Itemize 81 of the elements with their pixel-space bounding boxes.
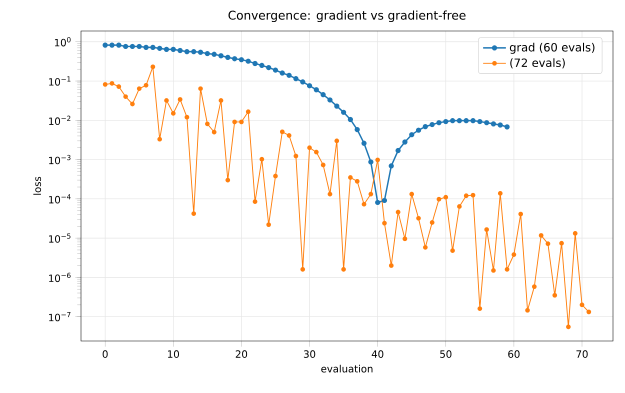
point: [232, 56, 238, 62]
point: [484, 120, 490, 126]
y-tick-label: 10$^{0}$: [54, 37, 71, 46]
point: [456, 118, 462, 124]
point: [170, 46, 176, 52]
point: [470, 118, 476, 124]
point: [225, 54, 230, 60]
point: [327, 97, 333, 103]
x-tick-label: 70: [576, 350, 588, 358]
point: [136, 44, 142, 50]
point: [340, 110, 346, 115]
point: [490, 121, 496, 126]
point: [130, 44, 136, 50]
y-tick-label: 10$^{−7}$: [49, 312, 70, 322]
y-tick-label: 10$^{−3}$: [49, 154, 70, 164]
point: [178, 48, 183, 54]
point: [157, 46, 162, 51]
point: [109, 42, 115, 48]
point: [375, 200, 380, 206]
point: [409, 132, 414, 138]
point: [443, 118, 448, 124]
point: [272, 67, 278, 73]
point: [102, 42, 108, 48]
point: [382, 198, 388, 204]
x-tick-label: 0: [102, 350, 108, 358]
point: [252, 60, 258, 66]
point: [218, 53, 224, 58]
y-axis-title: loss: [33, 176, 42, 195]
point: [430, 122, 435, 128]
x-tick-label: 40: [372, 350, 384, 358]
x-tick-label: 50: [440, 350, 452, 358]
point: [246, 58, 251, 64]
point: [286, 72, 292, 78]
y-tick-label: 10$^{−2}$: [49, 116, 70, 125]
point: [123, 44, 128, 50]
y-tick-label: 10$^{−6}$: [49, 272, 71, 282]
y-tick-label: 10$^{−4}$: [49, 194, 71, 204]
point: [280, 70, 285, 76]
point: [164, 46, 170, 52]
point: [300, 79, 306, 85]
x-tick-label: 10: [168, 350, 179, 358]
point: [348, 116, 354, 122]
x-tick-label: 20: [236, 350, 248, 358]
point: [361, 140, 367, 146]
point: [498, 122, 503, 128]
point: [334, 104, 340, 109]
point: [198, 50, 204, 55]
point: [436, 120, 442, 126]
point: [320, 92, 326, 98]
point: [477, 118, 482, 124]
x-tick-label: 60: [508, 350, 520, 358]
point: [191, 49, 196, 54]
x-tick-label: 30: [304, 350, 316, 358]
point: [464, 118, 469, 124]
point: [354, 126, 360, 132]
point: [306, 83, 312, 88]
point: [388, 163, 394, 169]
point: [212, 52, 217, 57]
point: [184, 49, 190, 54]
point: [259, 62, 264, 68]
point: [150, 44, 156, 50]
point: [402, 139, 408, 145]
point: [368, 159, 374, 165]
legend-label: (72 evals): [510, 58, 565, 68]
y-tick-label: 10$^{−1}$: [49, 76, 70, 86]
point: [293, 76, 299, 82]
point: [116, 42, 122, 48]
point: [238, 57, 244, 62]
legend-label: grad (60 evals): [510, 42, 594, 54]
point: [314, 87, 319, 92]
point: [504, 124, 510, 130]
point: [266, 64, 272, 70]
point: [395, 148, 401, 154]
x-axis-title: evaluation: [321, 364, 372, 373]
point: [422, 124, 428, 130]
y-tick-label: 10$^{−5}$: [49, 233, 70, 243]
point: [204, 50, 210, 56]
point: [450, 118, 456, 124]
chart-title: Convergence: gradient vs gradient-free: [228, 10, 466, 22]
point: [143, 44, 149, 50]
point: [416, 128, 422, 133]
